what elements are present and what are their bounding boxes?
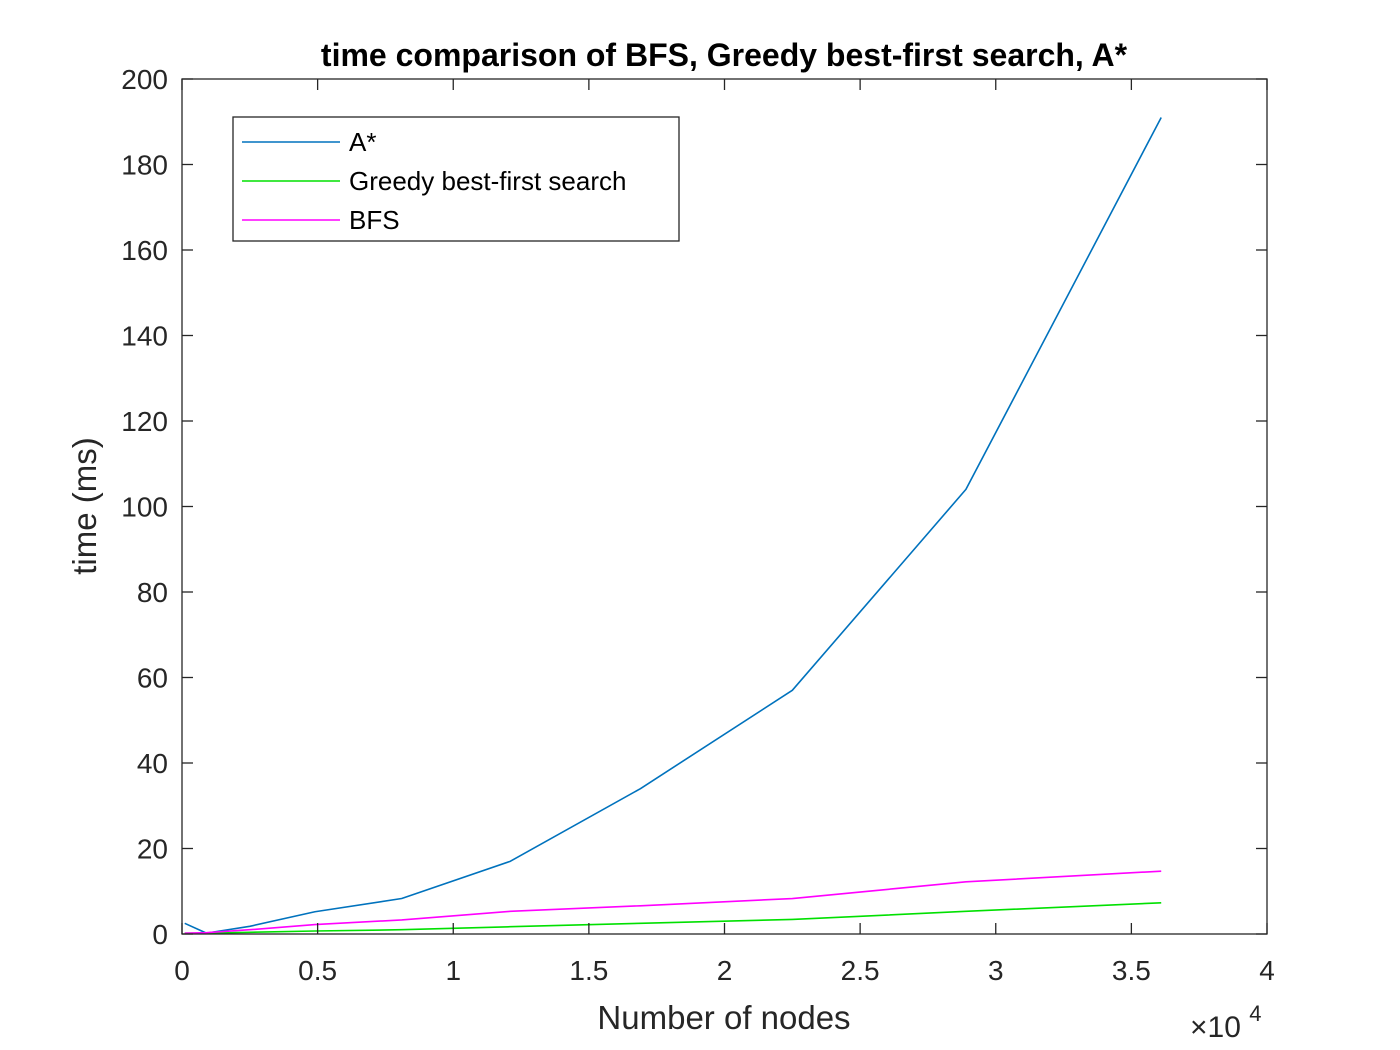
legend-label-0: A* xyxy=(349,127,376,157)
y-tick-label: 80 xyxy=(137,577,168,608)
series-line-2 xyxy=(184,870,1162,934)
x-tick-label: 4 xyxy=(1259,955,1275,986)
series-line-0 xyxy=(184,117,1162,934)
legend-items: A* Greedy best-first search BFS xyxy=(242,127,626,235)
y-tick-label: 0 xyxy=(152,919,168,950)
legend-label-1: Greedy best-first search xyxy=(349,166,626,196)
y-tick-label: 40 xyxy=(137,748,168,779)
x-tick-label: 1 xyxy=(445,955,461,986)
x-tick-label: 2 xyxy=(717,955,733,986)
x-axis: 0 0.5 1 1.5 2 2.5 3 3.5 4 xyxy=(174,79,1275,986)
x-axis-multiplier: ×10 4 xyxy=(1190,1001,1261,1044)
y-tick-label: 160 xyxy=(121,235,168,266)
y-tick-label: 120 xyxy=(121,406,168,437)
y-tick-label: 180 xyxy=(121,150,168,181)
series-layer xyxy=(184,117,1162,934)
y-tick-label: 100 xyxy=(121,492,168,523)
x-tick-label: 0 xyxy=(174,955,190,986)
x-tick-label: 2.5 xyxy=(841,955,880,986)
x-axis-label: Number of nodes xyxy=(597,999,850,1036)
y-tick-label: 60 xyxy=(137,663,168,694)
x-axis-multiplier-exponent: 4 xyxy=(1249,1001,1261,1026)
y-tick-label: 20 xyxy=(137,834,168,865)
y-axis: 0 20 40 60 80 100 120 140 160 180 200 xyxy=(121,64,1267,950)
y-tick-label: 140 xyxy=(121,321,168,352)
legend-label-2: BFS xyxy=(349,205,400,235)
x-tick-label: 3 xyxy=(988,955,1004,986)
x-tick-label: 1.5 xyxy=(569,955,608,986)
y-tick-label: 200 xyxy=(121,64,168,95)
legend: A* Greedy best-first search BFS xyxy=(232,116,680,242)
x-tick-label: 0.5 xyxy=(298,955,337,986)
series-line-1 xyxy=(184,901,1162,934)
x-axis-multiplier-base: ×10 xyxy=(1190,1011,1241,1044)
chart-title: time comparison of BFS, Greedy best-firs… xyxy=(321,37,1128,73)
y-axis-label: time (ms) xyxy=(66,437,103,574)
x-tick-label: 3.5 xyxy=(1112,955,1151,986)
